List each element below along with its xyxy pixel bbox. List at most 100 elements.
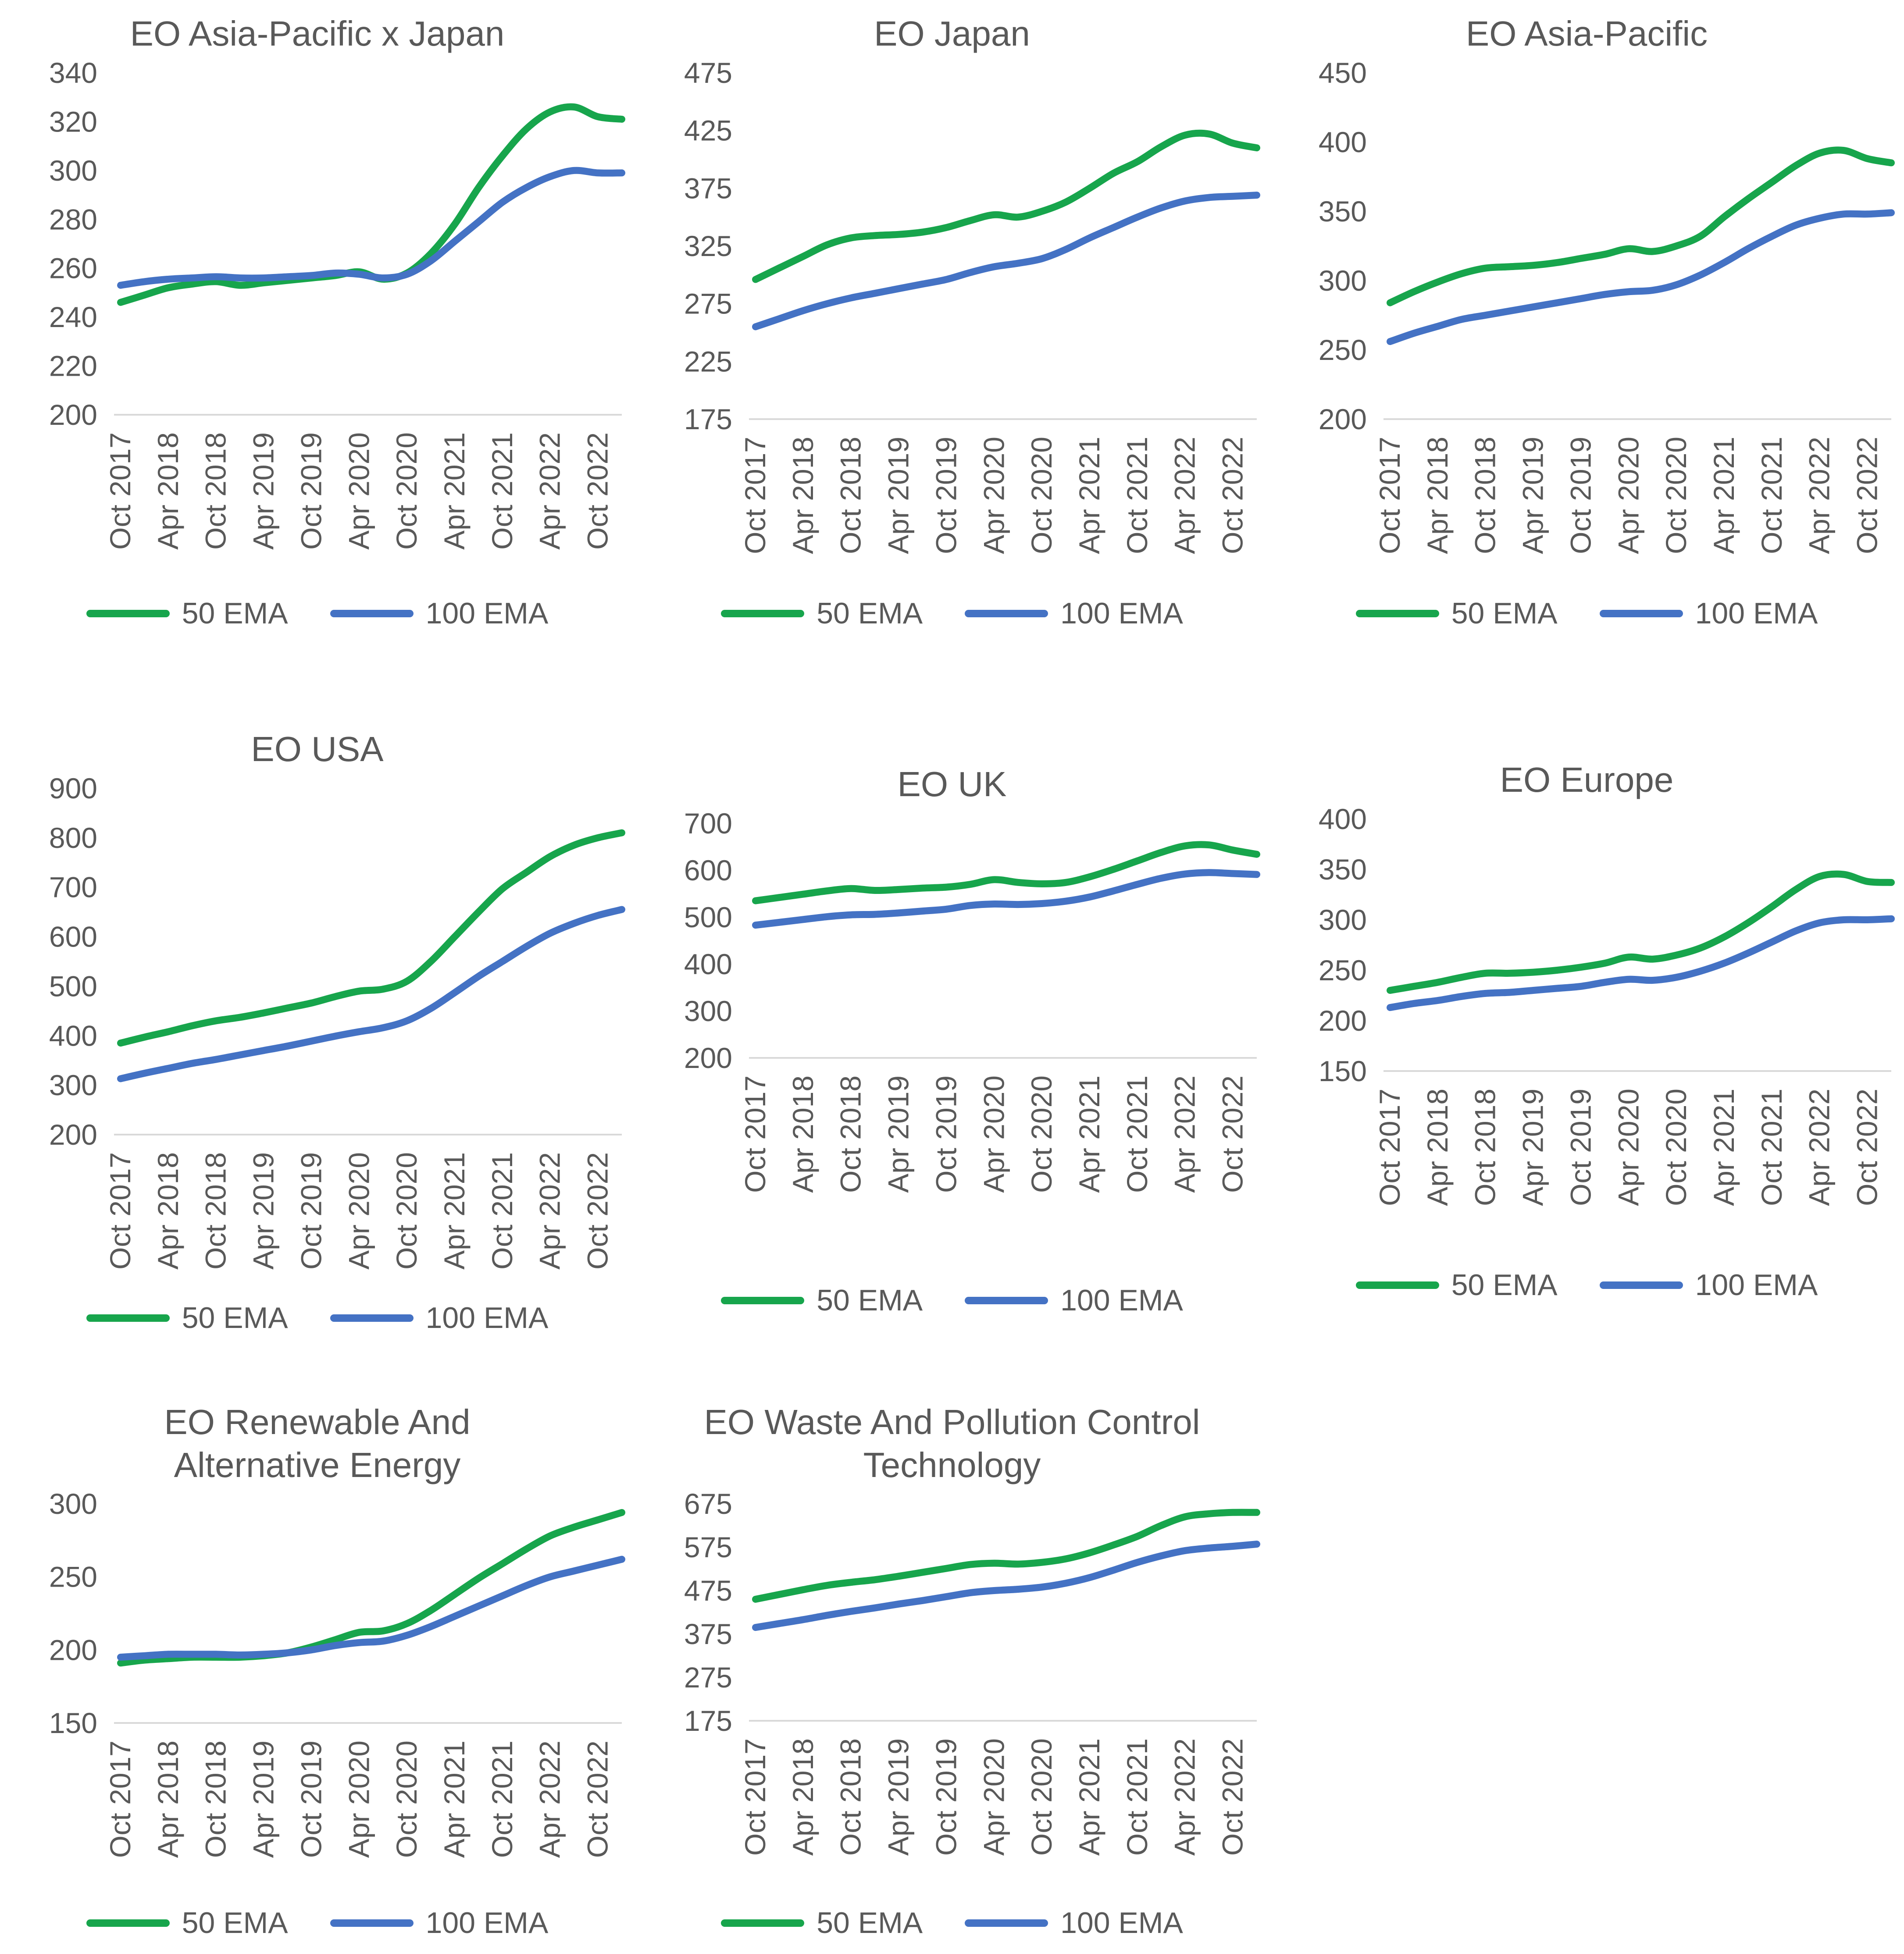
svg-text:Apr 2020: Apr 2020 (342, 1152, 375, 1270)
svg-text:Apr 2021: Apr 2021 (1073, 437, 1105, 554)
svg-text:375: 375 (684, 1618, 732, 1650)
svg-text:300: 300 (1319, 264, 1367, 297)
svg-text:Oct 2020: Oct 2020 (1025, 1075, 1058, 1193)
svg-text:Oct 2020: Oct 2020 (1660, 437, 1692, 554)
chart-eo-asia-pacific-x-japan: EO Asia-Pacific x Japan 340 320 300 280 260 2… (0, 0, 635, 680)
plot-area: 675 575 475 375 275 175 Oct 2017 Apr 2018 Oct 20… (635, 1492, 1269, 1875)
legend-swatch-50ema (721, 609, 805, 617)
svg-text:Oct 2019: Oct 2019 (295, 1152, 327, 1270)
legend-item-50ema: 50 EMA (721, 1906, 923, 1940)
legend-label-50ema: 50 EMA (817, 1906, 923, 1940)
svg-text:Apr 2020: Apr 2020 (977, 437, 1010, 554)
legend-item-50ema: 50 EMA (1355, 1268, 1558, 1302)
svg-text:500: 500 (49, 970, 97, 1002)
legend: 50 EMA 100 EMA (1355, 1268, 1818, 1302)
svg-text:Oct 2021: Oct 2021 (1120, 1075, 1153, 1193)
svg-text:Apr 2021: Apr 2021 (1708, 437, 1740, 554)
svg-text:450: 450 (1319, 61, 1367, 89)
legend-swatch-100ema (330, 1314, 414, 1322)
legend-swatch-100ema (330, 1919, 414, 1927)
svg-text:175: 175 (684, 1705, 732, 1737)
svg-text:Oct 2022: Oct 2022 (1216, 1738, 1248, 1856)
svg-text:Oct 2019: Oct 2019 (295, 432, 327, 550)
svg-text:Oct 2017: Oct 2017 (104, 432, 136, 550)
legend-swatch-50ema (86, 1919, 170, 1927)
svg-text:Oct 2020: Oct 2020 (1025, 437, 1058, 554)
svg-text:Apr 2021: Apr 2021 (438, 1152, 471, 1270)
svg-text:200: 200 (1319, 1004, 1367, 1037)
svg-text:280: 280 (49, 203, 97, 235)
plot-area: 300 250 200 150 Oct 2017 Apr 2018 Oct 2018 Apr … (0, 1492, 635, 1877)
legend: 50 EMA 100 EMA (1355, 596, 1818, 630)
svg-text:575: 575 (684, 1531, 732, 1563)
legend-label-50ema: 50 EMA (182, 1906, 288, 1940)
svg-text:Apr 2020: Apr 2020 (342, 432, 375, 550)
svg-text:600: 600 (684, 854, 732, 886)
svg-text:475: 475 (684, 1574, 732, 1607)
svg-text:Apr 2018: Apr 2018 (152, 1740, 184, 1858)
svg-text:275: 275 (684, 1661, 732, 1694)
svg-text:Oct 2018: Oct 2018 (200, 432, 232, 550)
svg-text:Apr 2020: Apr 2020 (1612, 437, 1644, 554)
plot-area: 475 425 375 325 275 225 175 Oct 2017 Apr 2018 Oct… (635, 61, 1269, 573)
legend-label-100ema: 100 EMA (1695, 597, 1818, 630)
svg-text:350: 350 (1319, 195, 1367, 228)
svg-text:Apr 2022: Apr 2022 (1168, 1738, 1201, 1856)
svg-text:800: 800 (49, 821, 97, 854)
legend-item-100ema: 100 EMA (965, 1283, 1183, 1317)
legend: 50 EMA 100 EMA (86, 1906, 549, 1940)
svg-text:Apr 2018: Apr 2018 (152, 1152, 184, 1270)
svg-text:400: 400 (1319, 126, 1367, 158)
svg-text:Oct 2019: Oct 2019 (1564, 1089, 1597, 1206)
svg-text:Apr 2022: Apr 2022 (534, 1740, 566, 1858)
svg-text:700: 700 (49, 871, 97, 903)
legend-swatch-50ema (1355, 609, 1439, 617)
svg-text:340: 340 (49, 61, 97, 89)
legend-label-50ema: 50 EMA (817, 1284, 923, 1317)
legend-label-50ema: 50 EMA (817, 597, 923, 630)
chart-eo-japan: EO Japan 475 425 375 325 275 225 175 Oct 2017 Ap… (635, 0, 1269, 680)
legend-item-100ema: 100 EMA (1599, 596, 1818, 630)
svg-text:200: 200 (49, 1118, 97, 1151)
legend-label-100ema: 100 EMA (425, 1906, 549, 1940)
legend: 50 EMA 100 EMA (721, 1283, 1183, 1317)
svg-text:Oct 2020: Oct 2020 (390, 1740, 423, 1858)
svg-text:Oct 2022: Oct 2022 (1851, 1089, 1883, 1206)
chart-title: EO UK (897, 765, 1007, 804)
svg-text:Oct 2019: Oct 2019 (930, 1075, 962, 1193)
svg-text:250: 250 (1319, 954, 1367, 986)
svg-text:Oct 2017: Oct 2017 (1373, 1089, 1406, 1206)
legend-swatch-50ema (721, 1296, 805, 1304)
svg-text:200: 200 (49, 1634, 97, 1666)
svg-text:Oct 2019: Oct 2019 (930, 1738, 962, 1856)
svg-text:325: 325 (684, 230, 732, 262)
svg-text:Oct 2021: Oct 2021 (1755, 1089, 1788, 1206)
svg-text:Apr 2021: Apr 2021 (1708, 1089, 1740, 1206)
legend: 50 EMA 100 EMA (86, 1301, 548, 1335)
legend-item-50ema: 50 EMA (86, 1301, 288, 1335)
legend-item-50ema: 50 EMA (721, 596, 923, 630)
svg-text:225: 225 (684, 345, 732, 377)
svg-text:Apr 2021: Apr 2021 (438, 1740, 471, 1858)
legend-swatch-100ema (965, 1296, 1048, 1304)
svg-text:Apr 2022: Apr 2022 (1168, 1075, 1201, 1193)
svg-text:Oct 2019: Oct 2019 (1564, 437, 1597, 554)
chart-eo-usa: EO USA 900 800 700 600 500 400 300 200 Oct 2017 A… (0, 680, 635, 1359)
legend-swatch-100ema (965, 609, 1048, 617)
svg-text:Apr 2018: Apr 2018 (786, 1075, 819, 1193)
legend: 50 EMA 100 EMA (86, 596, 548, 630)
svg-text:675: 675 (684, 1492, 732, 1520)
svg-text:900: 900 (49, 777, 97, 804)
svg-text:300: 300 (49, 154, 97, 186)
legend-item-100ema: 100 EMA (965, 1906, 1183, 1940)
legend-swatch-50ema (1355, 1281, 1439, 1289)
svg-text:Apr 2020: Apr 2020 (342, 1740, 375, 1858)
chart-title: EO Asia-Pacific (1465, 14, 1708, 53)
svg-text:350: 350 (1319, 853, 1367, 886)
